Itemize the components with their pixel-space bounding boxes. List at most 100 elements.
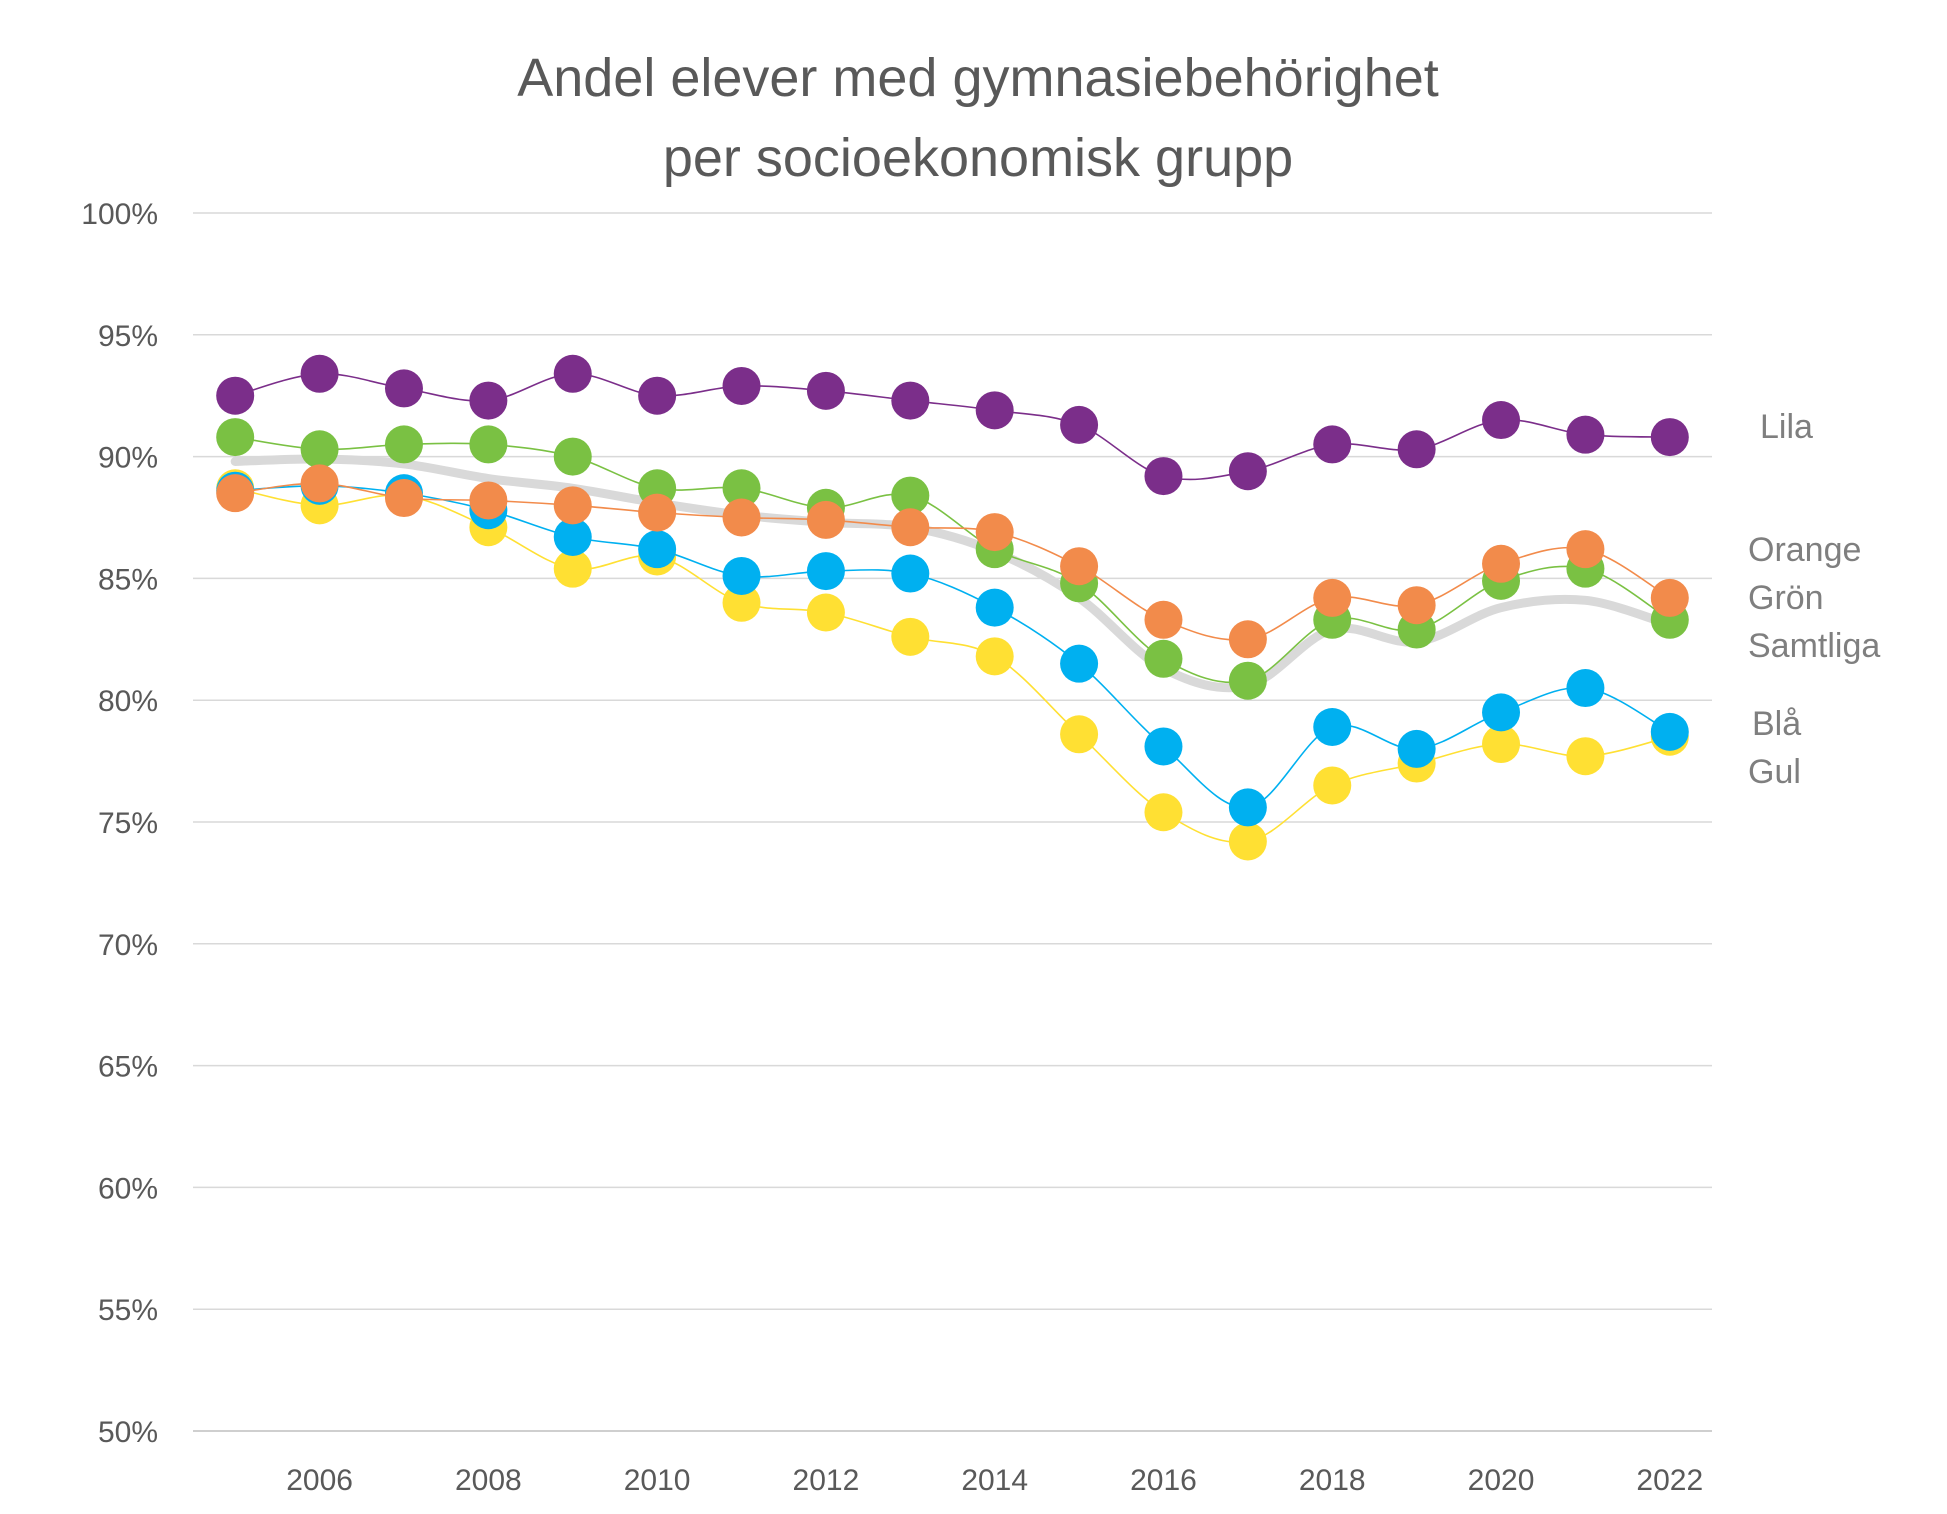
data-point-bla-2020 bbox=[1482, 693, 1521, 732]
data-point-gron-2016 bbox=[1144, 639, 1183, 678]
data-point-lila-2016 bbox=[1144, 457, 1183, 496]
data-point-gul-2011 bbox=[722, 583, 761, 622]
data-point-gron-2009 bbox=[553, 437, 592, 476]
data-point-gul-2013 bbox=[891, 617, 930, 656]
x-tick-label: 2006 bbox=[286, 1464, 353, 1497]
data-point-lila-2014 bbox=[975, 391, 1014, 430]
data-point-bla-2010 bbox=[638, 530, 677, 569]
data-point-orange-2011 bbox=[722, 498, 761, 537]
x-tick-label: 2020 bbox=[1468, 1464, 1535, 1497]
x-axis: 2006 2008 2010 2012 2014 2016 2018 2020 2022 bbox=[286, 1464, 1703, 1497]
y-tick-label: 60% bbox=[98, 1172, 158, 1205]
series-label-bla: Blå bbox=[1752, 705, 1801, 743]
data-point-gul-2016 bbox=[1144, 793, 1183, 832]
data-point-orange-2019 bbox=[1397, 586, 1436, 625]
data-point-gul-2020 bbox=[1482, 725, 1521, 764]
data-point-lila-2012 bbox=[806, 371, 845, 410]
data-point-orange-2005 bbox=[216, 474, 255, 513]
gridlines bbox=[193, 212, 1712, 1432]
data-point-gul-2017 bbox=[1228, 822, 1267, 861]
data-point-gron-2011 bbox=[722, 469, 761, 508]
data-point-gul-2009 bbox=[553, 549, 592, 588]
series-label-gron: Grön bbox=[1748, 579, 1824, 617]
data-point-lila-2010 bbox=[638, 376, 677, 415]
x-tick-label: 2016 bbox=[1130, 1464, 1197, 1497]
series-orange bbox=[216, 464, 1689, 659]
data-point-lila-2020 bbox=[1482, 401, 1521, 440]
series-labels: Samtliga Gul Blå Grön Orange Lila bbox=[1748, 408, 1880, 791]
y-tick-label: 55% bbox=[98, 1294, 158, 1327]
data-point-orange-2018 bbox=[1313, 578, 1352, 617]
data-point-gron-2008 bbox=[469, 425, 508, 464]
data-point-orange-2010 bbox=[638, 493, 677, 532]
data-point-bla-2015 bbox=[1060, 644, 1099, 683]
data-point-orange-2007 bbox=[384, 479, 423, 518]
series-lila bbox=[216, 354, 1689, 496]
data-point-gul-2021 bbox=[1566, 737, 1605, 776]
data-point-lila-2011 bbox=[722, 366, 761, 405]
series-line-samtliga bbox=[230, 454, 1675, 693]
data-point-bla-2021 bbox=[1566, 669, 1605, 708]
x-tick-label: 2018 bbox=[1299, 1464, 1366, 1497]
data-point-gron-2017 bbox=[1228, 661, 1267, 700]
series-bla bbox=[216, 466, 1689, 827]
data-point-orange-2016 bbox=[1144, 600, 1183, 639]
data-point-bla-2019 bbox=[1397, 729, 1436, 768]
x-tick-label: 2008 bbox=[455, 1464, 522, 1497]
data-point-lila-2017 bbox=[1228, 452, 1267, 491]
x-tick-label: 2022 bbox=[1636, 1464, 1703, 1497]
y-tick-label: 90% bbox=[98, 442, 158, 475]
data-point-lila-2013 bbox=[891, 381, 930, 420]
data-point-bla-2014 bbox=[975, 588, 1014, 627]
series-label-orange: Orange bbox=[1748, 531, 1861, 569]
data-point-bla-2009 bbox=[553, 517, 592, 556]
series-group bbox=[216, 354, 1689, 861]
data-point-lila-2018 bbox=[1313, 425, 1352, 464]
x-tick-label: 2014 bbox=[961, 1464, 1028, 1497]
data-point-lila-2021 bbox=[1566, 415, 1605, 454]
y-tick-label: 65% bbox=[98, 1051, 158, 1084]
data-point-lila-2019 bbox=[1397, 430, 1436, 469]
data-point-orange-2022 bbox=[1650, 578, 1689, 617]
y-tick-label: 75% bbox=[98, 807, 158, 840]
data-point-orange-2013 bbox=[891, 508, 930, 547]
data-point-lila-2007 bbox=[384, 369, 423, 408]
series-label-samtliga: Samtliga bbox=[1748, 627, 1880, 665]
data-point-lila-2009 bbox=[553, 354, 592, 393]
data-point-gul-2014 bbox=[975, 637, 1014, 676]
data-point-orange-2006 bbox=[300, 464, 339, 503]
y-tick-label: 50% bbox=[98, 1416, 158, 1449]
data-point-orange-2021 bbox=[1566, 530, 1605, 569]
chart-title: Andel elever med gymnasiebehörighet per … bbox=[517, 48, 1439, 188]
data-point-orange-2020 bbox=[1482, 544, 1521, 583]
data-point-lila-2008 bbox=[469, 381, 508, 420]
data-point-orange-2015 bbox=[1060, 547, 1099, 586]
chart-title-line-1: Andel elever med gymnasiebehörighet bbox=[517, 48, 1439, 108]
data-point-gron-2005 bbox=[216, 418, 255, 457]
data-point-orange-2009 bbox=[553, 486, 592, 525]
series-gron bbox=[216, 418, 1689, 700]
data-point-orange-2017 bbox=[1228, 620, 1267, 659]
data-point-bla-2011 bbox=[722, 556, 761, 595]
data-point-gul-2018 bbox=[1313, 766, 1352, 805]
data-point-lila-2022 bbox=[1650, 418, 1689, 457]
data-point-gron-2007 bbox=[384, 425, 423, 464]
data-point-bla-2017 bbox=[1228, 788, 1267, 827]
x-tick-label: 2012 bbox=[793, 1464, 860, 1497]
series-label-lila: Lila bbox=[1760, 408, 1813, 446]
data-point-lila-2006 bbox=[300, 354, 339, 393]
data-point-bla-2018 bbox=[1313, 707, 1352, 746]
chart-title-line-2: per socioekonomisk grupp bbox=[663, 128, 1293, 188]
data-point-bla-2016 bbox=[1144, 727, 1183, 766]
data-point-gron-2006 bbox=[300, 430, 339, 469]
y-tick-label: 85% bbox=[98, 563, 158, 596]
series-label-gul: Gul bbox=[1748, 753, 1801, 791]
data-point-orange-2012 bbox=[806, 500, 845, 539]
y-tick-label: 95% bbox=[98, 320, 158, 353]
data-point-bla-2012 bbox=[806, 552, 845, 591]
data-point-gul-2015 bbox=[1060, 715, 1099, 754]
y-tick-label: 100% bbox=[81, 198, 158, 231]
y-axis: 100% 95% 90% 85% 80% 75% 70% 65% 60% 55% 50% bbox=[81, 198, 158, 1449]
